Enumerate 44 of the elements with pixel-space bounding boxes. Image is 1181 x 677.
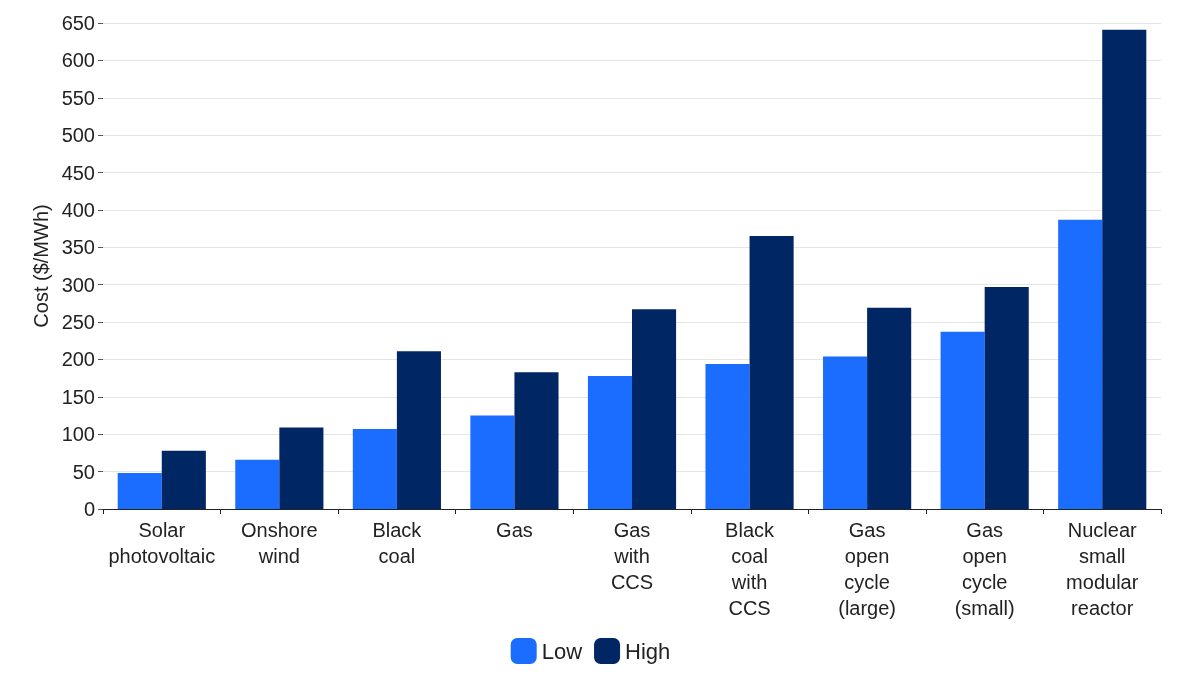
x-tick-label: Gas open cycle (small) <box>954 519 1015 619</box>
bar <box>823 356 868 509</box>
bar <box>749 236 794 509</box>
bar <box>470 415 515 509</box>
y-tick-label: 400 <box>61 198 95 221</box>
x-tick-label: Gas open cycle (large) <box>838 519 897 619</box>
y-tick-label: 250 <box>61 311 95 334</box>
x-tick-label: Onshore wind <box>240 519 318 567</box>
x-tick-label: Black coal with CCS <box>725 519 776 619</box>
bar <box>396 351 441 509</box>
bar <box>117 473 162 509</box>
x-tick-label: Solar photovoltaic <box>108 519 216 567</box>
y-tick-label: 450 <box>61 161 95 184</box>
y-tick-label: 300 <box>61 273 95 296</box>
legend-label: High <box>625 638 671 664</box>
y-tick-label: 350 <box>61 236 95 259</box>
x-tick-label: Black coal <box>372 519 423 567</box>
bar <box>587 375 632 509</box>
y-tick-label: 600 <box>61 49 95 72</box>
x-tick-label: Gas <box>496 519 533 541</box>
y-tick-label: 650 <box>61 12 95 34</box>
bar <box>279 427 324 509</box>
x-tick-label: Nuclear small modular reactor <box>1066 519 1139 619</box>
y-tick-label: 150 <box>61 385 95 408</box>
bar <box>1058 219 1103 509</box>
bar <box>161 450 206 509</box>
legend-label: Low <box>541 638 583 664</box>
y-tick-label: 550 <box>61 86 95 109</box>
bar <box>1102 29 1147 509</box>
bar <box>514 372 559 509</box>
y-tick-label: 0 <box>83 498 95 520</box>
y-tick-label: 200 <box>61 348 95 371</box>
bar <box>352 429 397 509</box>
x-tick-label: Gas with CCS <box>610 519 654 593</box>
bar <box>940 331 985 509</box>
bar <box>867 307 912 509</box>
y-axis-title: Cost ($/MWh) <box>29 204 52 328</box>
y-tick-label: 100 <box>61 423 95 446</box>
y-tick-label: 50 <box>72 460 95 483</box>
bar <box>235 459 280 509</box>
bar <box>984 286 1029 509</box>
bar <box>632 309 677 509</box>
y-tick-label: 500 <box>61 124 95 147</box>
bar <box>705 363 750 509</box>
